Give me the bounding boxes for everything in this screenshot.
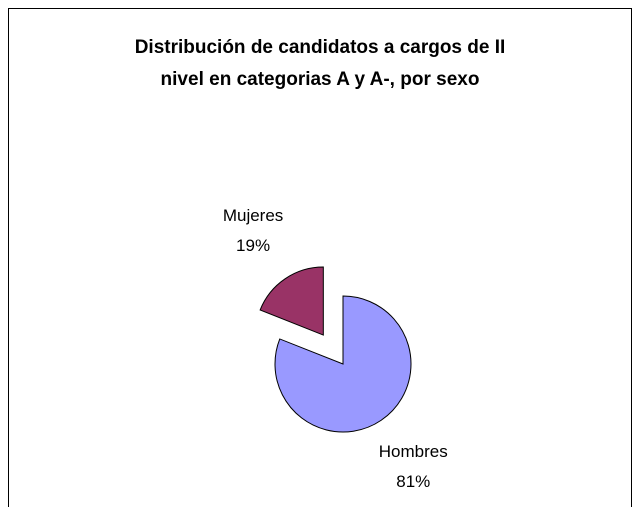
pie-slice [274, 295, 412, 433]
chart-title: nivel en categorias A y A-, por sexo [161, 69, 480, 90]
slice-label: Mujeres [223, 206, 283, 225]
slice-label: Hombres [379, 442, 448, 461]
slice-value-label: 19% [236, 236, 270, 255]
pie-slice [259, 266, 324, 336]
chart-title: Distribución de candidatos a cargos de I… [135, 37, 506, 58]
slice-value-label: 81% [396, 472, 430, 491]
